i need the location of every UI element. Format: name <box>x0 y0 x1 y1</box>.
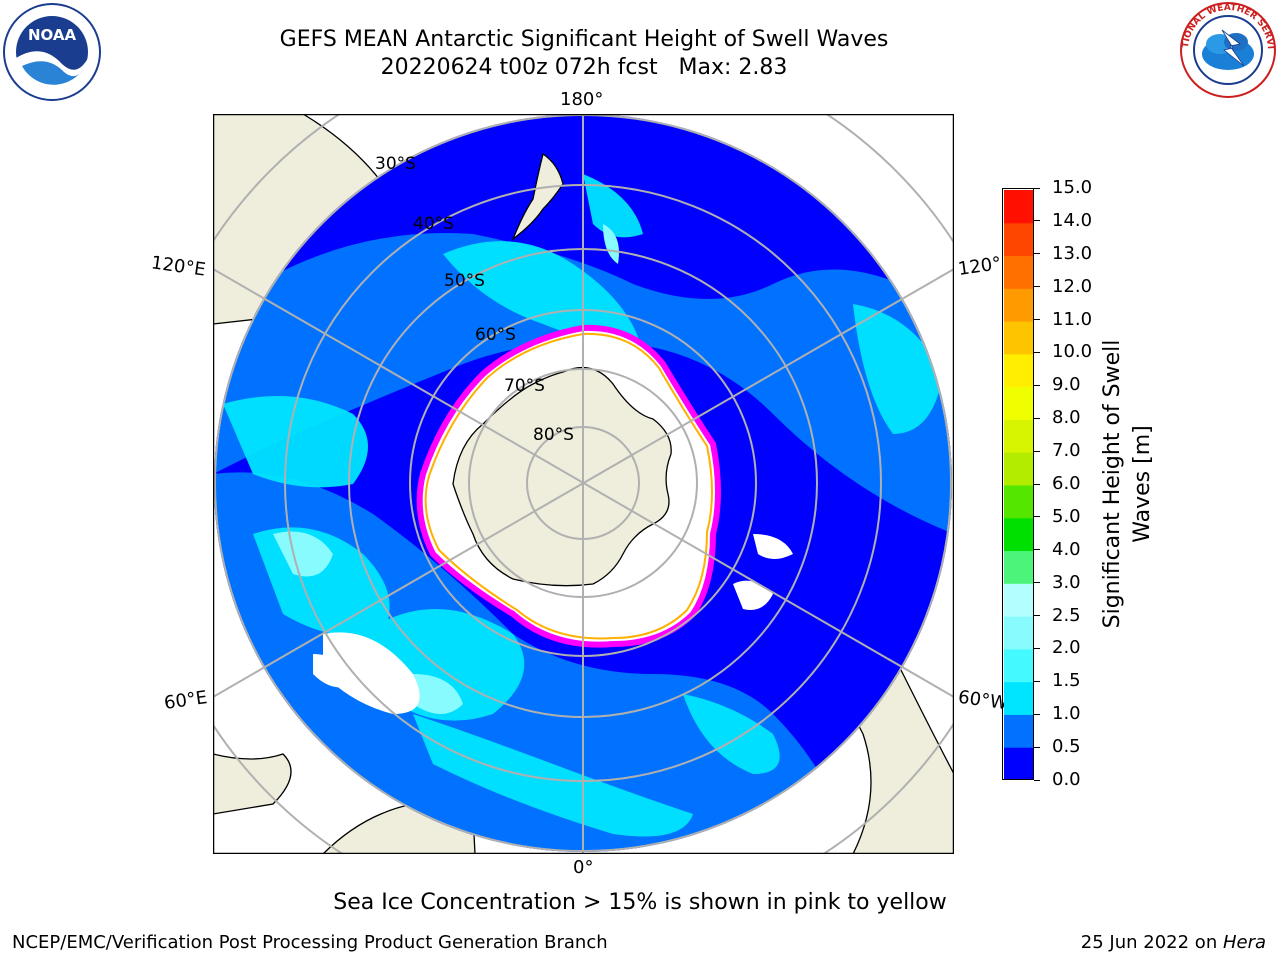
lon-label-60e: 60°E <box>162 687 209 714</box>
lat-label-40s: 40°S <box>413 214 454 234</box>
colorbar-tick <box>1034 713 1040 715</box>
colorbar-segment <box>1004 517 1033 552</box>
footer-date: 25 Jun 2022 on Hera <box>1081 932 1266 953</box>
lon-label-0: 0° <box>573 857 594 878</box>
chart-subtitle: 20220624 t00z 072h fcst Max: 2.83 <box>380 55 788 80</box>
colorbar-segment <box>1004 386 1033 420</box>
colorbar-tick <box>1034 384 1040 386</box>
colorbar-tick <box>1034 319 1040 321</box>
lat-label-80s: 80°S <box>533 425 574 445</box>
colorbar-segment <box>1004 255 1033 289</box>
colorbar-tick-label: 4.0 <box>1052 538 1081 560</box>
map-border <box>213 114 954 854</box>
colorbar-segment <box>1004 616 1033 650</box>
sea-ice-caption: Sea Ice Concentration > 15% is shown in … <box>333 890 947 915</box>
footer-host: Hera <box>1222 932 1266 953</box>
colorbar-segment <box>1004 419 1033 453</box>
lon-label-120w: 120° <box>956 253 1003 280</box>
colorbar-tick-label: 0.5 <box>1052 736 1081 758</box>
colorbar-tick <box>1034 286 1040 288</box>
colorbar-tick <box>1034 253 1040 255</box>
colorbar <box>1002 188 1034 780</box>
lat-label-50s: 50°S <box>444 271 485 291</box>
nws-logo: NATIONAL WEATHER SERVICE <box>1178 0 1276 98</box>
polar-map: 30°S 40°S 50°S 60°S 70°S 80°S <box>213 114 954 854</box>
colorbar-tick-label: 9.0 <box>1052 374 1081 396</box>
colorbar-tick <box>1034 746 1040 748</box>
swell-field-2.0-3.0 <box>273 224 619 714</box>
colorbar-tick <box>1034 417 1040 419</box>
colorbar-segment <box>1004 550 1033 584</box>
colorbar-tick <box>1034 450 1040 452</box>
colorbar-tick <box>1034 351 1040 353</box>
lat-label-70s: 70°S <box>504 376 545 396</box>
colorbar-tick-label: 5.0 <box>1052 505 1081 527</box>
colorbar-tick <box>1034 615 1040 617</box>
colorbar-segment <box>1004 452 1033 486</box>
noaa-logo-text: NOAA <box>28 26 77 44</box>
colorbar-segment <box>1004 353 1033 388</box>
colorbar-tick-label: 13.0 <box>1052 242 1093 264</box>
colorbar-tick-label: 3.0 <box>1052 571 1081 593</box>
antarctica-landmass <box>452 366 672 587</box>
colorbar-tick-label: 1.5 <box>1052 670 1081 692</box>
lat-label-60s: 60°S <box>475 325 516 345</box>
colorbar-tick-label: 7.0 <box>1052 440 1081 462</box>
colorbar-tick <box>1034 582 1040 584</box>
colorbar-tick <box>1034 647 1040 649</box>
colorbar-tick <box>1034 516 1040 518</box>
colorbar-tick-label: 1.0 <box>1052 703 1081 725</box>
noaa-logo: NOAA <box>3 3 101 101</box>
colorbar-tick <box>1034 549 1040 551</box>
colorbar-tick-label: 12.0 <box>1052 275 1093 297</box>
colorbar-segment <box>1004 648 1033 683</box>
colorbar-title-line2: Waves [m] <box>1130 425 1155 543</box>
colorbar-tick <box>1034 483 1040 485</box>
colorbar-tick-label: 0.0 <box>1052 769 1081 790</box>
footer-date-text: 25 Jun 2022 on <box>1080 932 1223 953</box>
colorbar-tick <box>1034 187 1040 189</box>
colorbar-segment <box>1004 190 1033 224</box>
colorbar-segment <box>1004 288 1033 322</box>
colorbar-segment <box>1004 681 1033 715</box>
colorbar-segment <box>1004 747 1033 779</box>
colorbar-title-line1: Significant Height of Swell <box>1100 339 1125 629</box>
sea-ice-specks <box>313 534 793 714</box>
lon-label-120e: 120°E <box>149 252 207 281</box>
lat-label-30s: 30°S <box>375 154 416 174</box>
chart-title: GEFS MEAN Antarctic Significant Height o… <box>279 27 889 52</box>
colorbar-segment <box>1004 714 1033 748</box>
colorbar-tick-label: 10.0 <box>1052 341 1093 363</box>
colorbar-tick-label: 15.0 <box>1052 177 1093 198</box>
lon-label-180: 180° <box>560 89 604 110</box>
colorbar-tick-label: 8.0 <box>1052 407 1081 429</box>
footer-credit: NCEP/EMC/Verification Post Processing Pr… <box>12 932 608 953</box>
new-zealand <box>511 152 564 241</box>
colorbar-tick-label: 2.0 <box>1052 637 1081 659</box>
colorbar-segment <box>1004 222 1033 257</box>
colorbar-tick-label: 2.5 <box>1052 604 1081 626</box>
colorbar-segment <box>1004 321 1033 355</box>
colorbar-tick <box>1034 779 1040 781</box>
colorbar-tick-label: 11.0 <box>1052 308 1093 330</box>
colorbar-segment <box>1004 583 1033 617</box>
colorbar-segment <box>1004 485 1033 519</box>
colorbar-tick <box>1034 680 1040 682</box>
colorbar-tick-label: 6.0 <box>1052 473 1081 494</box>
colorbar-tick <box>1034 220 1040 222</box>
colorbar-tick-label: 14.0 <box>1052 209 1093 231</box>
